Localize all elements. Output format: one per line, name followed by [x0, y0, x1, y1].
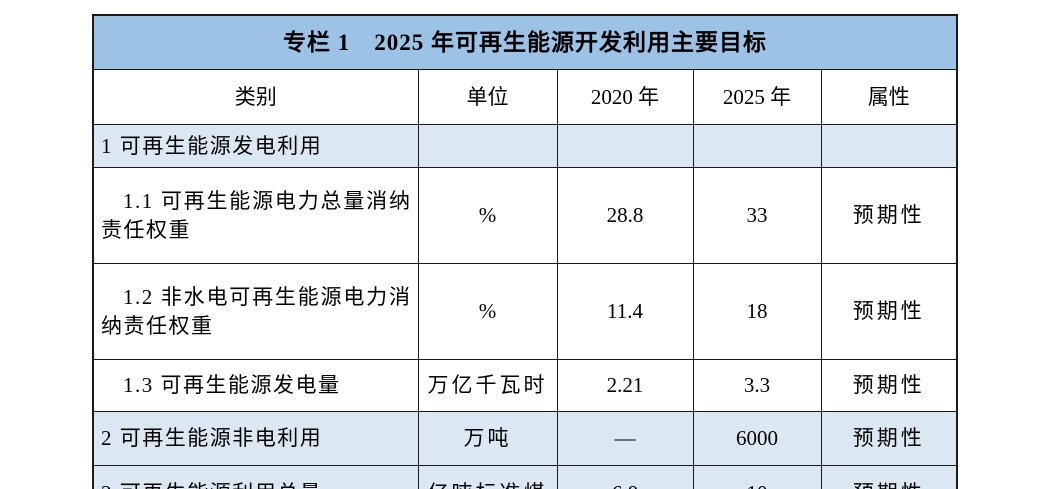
table-row-power-generation-volume: 1.3 可再生能源发电量 万亿千瓦时 2.21 3.3 预期性 [92, 359, 958, 412]
value-2020-cell: 28.8 [556, 167, 694, 264]
unit-cell: 万吨 [417, 411, 558, 466]
category-cell: 3 可再生能源利用总量 [92, 465, 419, 489]
category-label: 1.2 非水电可再生能源电力消纳责任权重 [101, 285, 412, 338]
category-label: 2 可再生能源非电利用 [101, 426, 323, 451]
value-2025-cell [692, 124, 822, 168]
renewable-targets-table: 专栏 1 2025 年可再生能源开发利用主要目标 类别 单位 2020 年 20… [92, 14, 959, 489]
unit-cell: 亿吨标准煤 [417, 465, 558, 489]
category-label: 1.3 可再生能源发电量 [123, 373, 341, 398]
column-header-2020: 2020 年 [556, 69, 694, 125]
table-row-nonhydro-consumption-weight: 1.2 非水电可再生能源电力消纳责任权重 % 11.4 18 预期性 [92, 263, 958, 360]
category-cell: 1.1 可再生能源电力总量消纳责任权重 [92, 167, 419, 264]
category-cell: 1 可再生能源发电利用 [92, 124, 419, 168]
column-header-unit: 单位 [417, 69, 558, 125]
value-2025-cell: 3.3 [692, 359, 822, 412]
column-header-category: 类别 [92, 69, 419, 125]
table-title-row: 专栏 1 2025 年可再生能源开发利用主要目标 [92, 14, 958, 70]
unit-cell [417, 124, 558, 168]
category-label: 3 可再生能源利用总量 [101, 479, 412, 489]
attribute-cell: 预期性 [820, 465, 958, 489]
value-2020-cell: 2.21 [556, 359, 694, 412]
value-2025-cell: 10 [692, 465, 822, 489]
value-2025-cell: 6000 [692, 411, 822, 466]
unit-cell: % [417, 167, 558, 264]
value-2020-cell: 6.8 [556, 465, 694, 489]
table-row-total-consumption-weight: 1.1 可再生能源电力总量消纳责任权重 % 28.8 33 预期性 [92, 167, 958, 264]
column-header-attribute: 属性 [820, 69, 958, 125]
table-row-power-generation-use: 1 可再生能源发电利用 [92, 124, 958, 168]
attribute-cell: 预期性 [820, 263, 958, 360]
value-2025-cell: 18 [692, 263, 822, 360]
unit-cell: 万亿千瓦时 [417, 359, 558, 412]
category-label: 1 可再生能源发电利用 [101, 133, 323, 158]
table-title: 专栏 1 2025 年可再生能源开发利用主要目标 [92, 14, 958, 70]
attribute-cell: 预期性 [820, 411, 958, 466]
category-cell: 1.2 非水电可再生能源电力消纳责任权重 [92, 263, 419, 360]
attribute-cell: 预期性 [820, 167, 958, 264]
value-2020-cell: — [556, 411, 694, 466]
category-cell: 1.3 可再生能源发电量 [92, 359, 419, 412]
attribute-cell: 预期性 [820, 359, 958, 412]
value-2020-cell: 11.4 [556, 263, 694, 360]
value-2025-cell: 33 [692, 167, 822, 264]
unit-cell: % [417, 263, 558, 360]
table-header-row: 类别 单位 2020 年 2025 年 属性 [92, 69, 958, 125]
column-header-2025: 2025 年 [692, 69, 822, 125]
table-row-nonpower-use: 2 可再生能源非电利用 万吨 — 6000 预期性 [92, 411, 958, 466]
category-label: 1.1 可再生能源电力总量消纳责任权重 [101, 189, 412, 242]
table-row-total-utilization: 3 可再生能源利用总量 亿吨标准煤 6.8 10 预期性 [92, 465, 958, 489]
value-2020-cell [556, 124, 694, 168]
category-cell: 2 可再生能源非电利用 [92, 411, 419, 466]
attribute-cell [820, 124, 958, 168]
